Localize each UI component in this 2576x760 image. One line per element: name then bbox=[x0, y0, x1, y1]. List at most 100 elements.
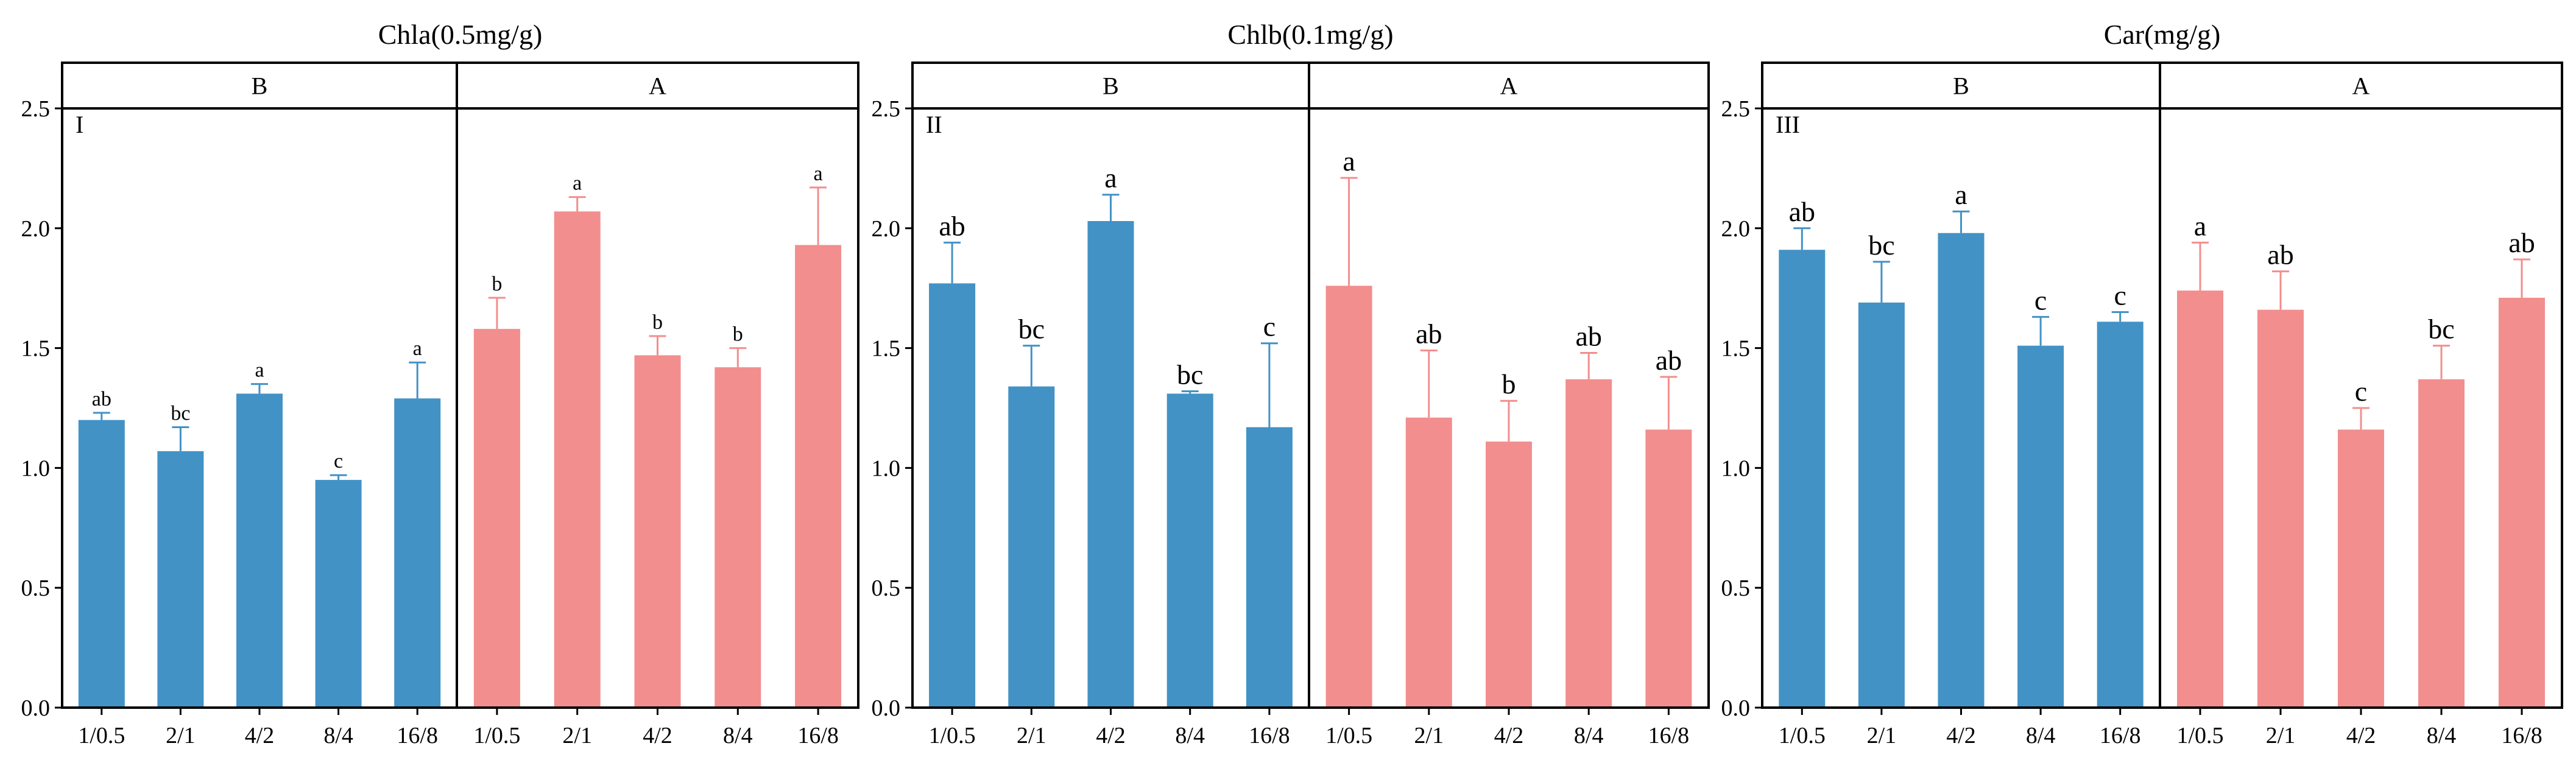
x-tick-label: 2/1 bbox=[1414, 723, 1444, 748]
significance-letter: bc bbox=[2428, 314, 2454, 345]
bar bbox=[78, 420, 125, 708]
bar bbox=[2338, 429, 2384, 708]
significance-letter: b bbox=[492, 273, 502, 295]
bar bbox=[1008, 386, 1055, 708]
x-tick-label: 16/8 bbox=[2100, 723, 2141, 748]
significance-letter: ab bbox=[939, 210, 965, 241]
bar bbox=[157, 451, 204, 708]
significance-letter: c bbox=[2034, 284, 2047, 315]
bar bbox=[1325, 286, 1372, 708]
y-tick-label: 0.5 bbox=[872, 575, 901, 601]
facet-strip-label-A: A bbox=[1500, 72, 1518, 100]
facet-strip-label-B: B bbox=[1103, 72, 1119, 100]
x-tick-label: 4/2 bbox=[643, 723, 672, 748]
x-tick-label: 2/1 bbox=[1867, 723, 1897, 748]
bar bbox=[2177, 290, 2223, 708]
axes-frame bbox=[1761, 62, 2563, 709]
significance-letter: c bbox=[334, 450, 343, 473]
y-tick-label: 2.5 bbox=[21, 96, 51, 122]
significance-letter: bc bbox=[1868, 230, 1894, 261]
x-tick-label: 1/0.5 bbox=[929, 723, 976, 748]
chart-panel-3: Car(mg/g)0.00.51.01.52.02.5ab1/0.5bc2/1a… bbox=[1721, 19, 2563, 748]
bar bbox=[1405, 417, 1452, 708]
facet-strip-label-A: A bbox=[2352, 72, 2370, 100]
chart-title: Chlb(0.1mg/g) bbox=[1227, 19, 1393, 50]
x-tick-label: 2/1 bbox=[166, 723, 196, 748]
significance-letter: c bbox=[2114, 280, 2126, 311]
y-tick-label: 2.0 bbox=[21, 216, 51, 242]
group-A: a 1/0.5 ab 2/1 b 4/2 ab 8/4 ab 16/8 bbox=[1325, 146, 1692, 748]
y-tick-label: 2.5 bbox=[1721, 96, 1751, 122]
group-A: a 1/0.5 ab 2/1 c 4/2 bc 8/4 ab 16/8 bbox=[2176, 210, 2545, 748]
significance-letter: ab bbox=[2508, 227, 2535, 258]
x-tick-label: 4/2 bbox=[1494, 723, 1524, 748]
bar bbox=[1858, 302, 1905, 708]
y-tick-label: 1.0 bbox=[872, 456, 901, 481]
y-tick-label: 0.0 bbox=[21, 695, 51, 721]
y-tick-label: 0.0 bbox=[872, 695, 901, 721]
chart-panel-2: Chlb(0.1mg/g)0.00.51.01.52.02.5ab1/0.5bc… bbox=[872, 19, 1710, 748]
facet-strip-label-B: B bbox=[1953, 72, 1969, 100]
axes-frame bbox=[911, 62, 1710, 709]
x-tick-label: 2/1 bbox=[562, 723, 592, 748]
bar bbox=[2097, 322, 2144, 708]
x-tick-label: 4/2 bbox=[245, 723, 275, 748]
bar bbox=[1246, 427, 1293, 708]
y-tick-label: 2.0 bbox=[1721, 216, 1751, 242]
bar bbox=[1166, 393, 1213, 708]
significance-letter: a bbox=[573, 172, 582, 195]
bar bbox=[2499, 297, 2545, 708]
x-tick-label: 4/2 bbox=[1096, 723, 1126, 748]
facet-strip-label-B: B bbox=[252, 72, 268, 100]
x-tick-label: 2/1 bbox=[1017, 723, 1046, 748]
y-tick-label: 2.0 bbox=[872, 216, 901, 242]
y-tick-label: 1.5 bbox=[872, 336, 901, 362]
significance-letter: bc bbox=[1177, 359, 1203, 390]
x-tick-label: 1/0.5 bbox=[78, 723, 125, 748]
significance-letter: b bbox=[652, 311, 663, 334]
bar bbox=[929, 283, 976, 708]
significance-letter: a bbox=[2194, 210, 2206, 241]
bar bbox=[715, 367, 761, 708]
x-tick-label: 16/8 bbox=[2501, 723, 2542, 748]
chart-title: Chla(0.5mg/g) bbox=[378, 19, 543, 50]
y-tick-label: 0.5 bbox=[21, 575, 51, 601]
panel-label: II bbox=[926, 111, 942, 138]
significance-letter: a bbox=[255, 359, 264, 382]
significance-letter: ab bbox=[1789, 196, 1815, 227]
chart-panel-1: Chla(0.5mg/g) 0.0 0.5 1.0 1.5 2.0 2.5 a b 1/0.5 b c… bbox=[21, 19, 859, 748]
significance-letter: c bbox=[2355, 376, 2367, 407]
significance-letter: bc bbox=[1018, 314, 1045, 345]
y-tick-label: 0.5 bbox=[1721, 575, 1751, 601]
significance-letter: b bbox=[733, 323, 743, 346]
bar bbox=[1565, 379, 1612, 708]
significance-letter: b bbox=[1502, 368, 1516, 399]
x-tick-label: 8/4 bbox=[2427, 723, 2457, 748]
bar bbox=[1486, 442, 1532, 708]
significance-letter: ab bbox=[1656, 345, 1682, 376]
x-tick-label: 1/0.5 bbox=[473, 723, 520, 748]
x-tick-label: 8/4 bbox=[1574, 723, 1604, 748]
significance-letter: a bbox=[1343, 146, 1355, 177]
x-tick-label: 1/0.5 bbox=[1325, 723, 1372, 748]
panels: Chla(0.5mg/g)0.00.51.01.52.02.5ab1/0.5bc… bbox=[21, 19, 2563, 748]
significance-letter: a bbox=[814, 163, 823, 185]
bar bbox=[394, 398, 441, 708]
bar bbox=[1938, 233, 1985, 708]
bar bbox=[2017, 345, 2064, 708]
x-tick-label: 16/8 bbox=[1648, 723, 1690, 748]
bar bbox=[795, 245, 842, 708]
bar bbox=[1645, 429, 1692, 708]
y-tick-label: 1.5 bbox=[21, 336, 51, 362]
y-tick-label: 2.5 bbox=[872, 96, 901, 122]
chart-title: Car(mg/g) bbox=[2104, 19, 2221, 50]
group-B: ab 1/0.5 bc 2/1 a 4/2 c 8/4 a 16/8 bbox=[78, 337, 441, 748]
y-tick-label: 1.0 bbox=[21, 456, 51, 481]
bar bbox=[2257, 309, 2304, 708]
x-tick-label: 8/4 bbox=[723, 723, 753, 748]
bar bbox=[1779, 250, 1826, 708]
significance-letter: c bbox=[1263, 311, 1276, 342]
significance-letter: a bbox=[1104, 163, 1117, 194]
x-tick-label: 16/8 bbox=[797, 723, 839, 748]
